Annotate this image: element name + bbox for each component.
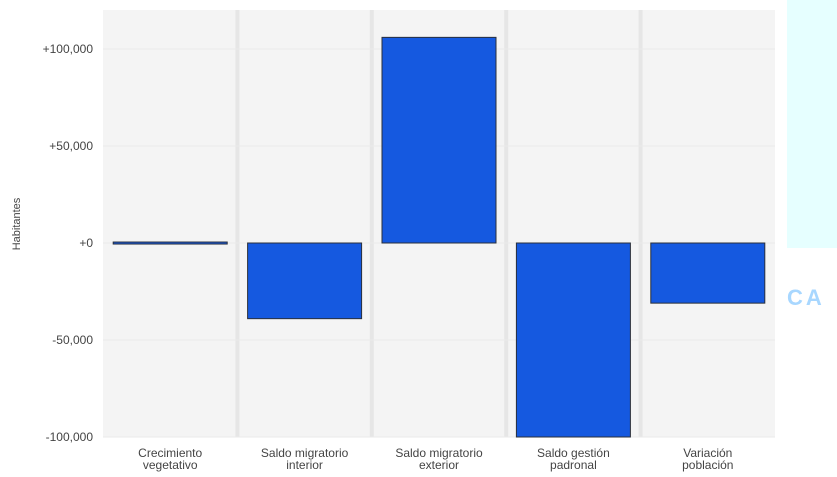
x-tick-label: Variación población	[682, 446, 733, 472]
bar[interactable]	[247, 242, 363, 320]
bar[interactable]	[515, 242, 631, 438]
y-tick-label: -100,000	[46, 430, 94, 444]
watermark-text: CA	[787, 285, 825, 310]
grid-layer	[103, 10, 775, 438]
bar[interactable]	[650, 242, 766, 304]
x-tick-label: Crecimiento vegetativo	[138, 446, 202, 472]
x-tick-label: Saldo migratorio exterior	[395, 446, 483, 472]
x-tick-label: Saldo gestión padronal	[537, 446, 610, 472]
y-tick-label: +50,000	[49, 139, 93, 153]
y-tick-label: +100,000	[43, 42, 94, 56]
bars-layer	[112, 36, 766, 438]
watermark-panel	[787, 0, 837, 248]
bar[interactable]	[381, 36, 497, 244]
y-axis: -100,000 -50,000 +0 +50,000 +100,000	[43, 42, 94, 444]
y-tick-label: -50,000	[52, 333, 93, 347]
y-tick-label: +0	[79, 236, 93, 250]
x-axis: Crecimiento vegetativo Saldo migratorio int…	[138, 446, 733, 472]
x-tick-label: Saldo migratorio interior	[261, 446, 349, 472]
y-axis-label: Habitantes	[11, 197, 23, 250]
bar[interactable]	[112, 241, 228, 245]
